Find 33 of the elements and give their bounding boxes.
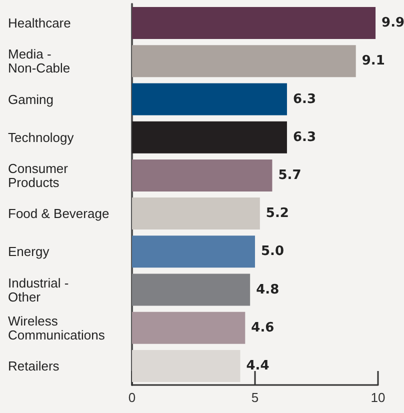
y-tick-label: Energy [8, 244, 50, 260]
data-label: 9.9 [382, 16, 404, 31]
data-label: 6.3 [292, 130, 316, 145]
data-label: 5.7 [278, 168, 302, 183]
y-tick-label: Retailers [8, 358, 60, 374]
y-tick-label: Industrial - Other [8, 275, 69, 304]
y-tick-label: Technology [8, 130, 74, 145]
data-label: 5.0 [261, 244, 284, 260]
bar [132, 121, 287, 154]
bar [132, 236, 255, 268]
bar [132, 198, 260, 230]
y-tick-label: Wireless Communications [8, 313, 106, 342]
data-label: 4.4 [246, 358, 270, 374]
bar [132, 274, 250, 306]
data-label: 4.8 [256, 282, 280, 298]
bar [132, 350, 240, 382]
data-label: 4.6 [251, 320, 274, 336]
y-tick-label: Media - Non-Cable [8, 46, 70, 76]
data-label: 6.3 [292, 92, 316, 107]
bar [132, 312, 246, 344]
y-tick-label: Consumer Products [8, 160, 69, 190]
y-tick-label: Healthcare [8, 16, 71, 31]
bar [132, 159, 272, 192]
data-label: 9.1 [362, 54, 385, 69]
bar [132, 7, 376, 40]
x-tick-label: 10 [370, 390, 386, 405]
bar [132, 83, 287, 116]
data-label: 5.2 [266, 206, 289, 222]
x-tick-label: 5 [251, 390, 259, 405]
x-tick-label: 0 [128, 390, 136, 405]
bar [132, 45, 356, 78]
y-tick-label: Gaming [8, 92, 54, 107]
y-tick-label: Food & Beverage [8, 206, 110, 222]
